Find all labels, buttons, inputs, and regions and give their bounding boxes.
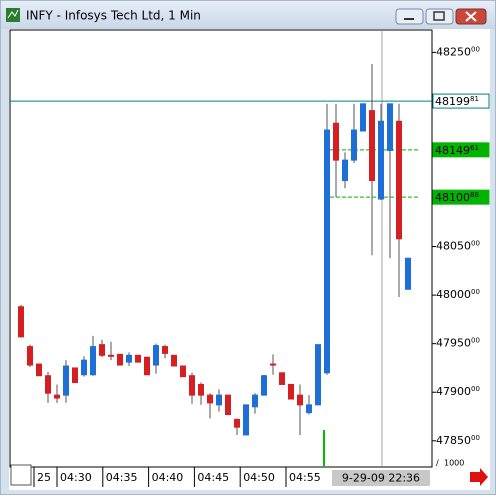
- candle-body: [270, 363, 276, 366]
- app-icon-glyph: [7, 9, 19, 19]
- scale-label: 1000: [444, 459, 464, 468]
- candle-body: [216, 394, 222, 406]
- candle-body: [288, 383, 294, 400]
- maximize-button[interactable]: [425, 8, 454, 25]
- candle-body: [324, 129, 330, 374]
- candle-body: [162, 346, 168, 354]
- x-tick-label: 04:55: [289, 471, 321, 484]
- x-tick-label: 25: [37, 471, 51, 484]
- x-tick-label: 04:35: [106, 471, 138, 484]
- corner-box: [10, 464, 32, 486]
- candle-body: [279, 372, 285, 385]
- maximize-glyph: [433, 11, 445, 21]
- y-tick-label: 4785000: [436, 434, 480, 447]
- candle-body: [234, 418, 240, 428]
- candle-body: [117, 353, 123, 366]
- candle-body: [243, 404, 249, 436]
- candle-body: [126, 354, 132, 363]
- candle-body: [90, 346, 96, 376]
- slash: /: [436, 459, 439, 468]
- candle-body: [261, 375, 267, 396]
- candle-body: [153, 345, 159, 366]
- candle-body: [171, 354, 177, 367]
- x-tick-label: 04:50: [243, 471, 275, 484]
- candle-body: [342, 159, 348, 182]
- candle-body: [54, 394, 60, 399]
- candle-body: [351, 129, 357, 161]
- candle-body: [252, 394, 258, 408]
- candle-body: [189, 375, 195, 396]
- candle-body: [378, 120, 384, 200]
- candle-body: [108, 354, 114, 357]
- app-icon: [6, 8, 20, 22]
- y-tick-label: 4795000: [436, 337, 480, 350]
- candle-body: [306, 404, 312, 414]
- candle-body: [297, 394, 303, 406]
- candle-body: [360, 103, 366, 132]
- candle-body: [369, 110, 375, 182]
- candle-body: [45, 375, 51, 394]
- minimize-button[interactable]: [395, 8, 424, 25]
- window-title: INFY - Infosys Tech Ltd, 1 Min: [26, 9, 201, 23]
- candle-body: [396, 120, 402, 240]
- scroll-arrow[interactable]: [470, 468, 488, 486]
- candle-body: [333, 122, 339, 161]
- candle-body: [27, 346, 33, 366]
- candle-body: [207, 394, 213, 404]
- price-level-box: [432, 93, 490, 109]
- price-level-box: [432, 189, 490, 205]
- candle-body: [315, 344, 321, 406]
- candle-body: [135, 354, 141, 363]
- candle-body: [225, 394, 231, 416]
- candle-body: [198, 383, 204, 396]
- candle-body: [72, 367, 78, 384]
- candle-body: [180, 365, 186, 378]
- x-tick-label: 04:40: [152, 471, 184, 484]
- candle-body: [99, 344, 105, 356]
- cursor-time-box: [332, 470, 430, 486]
- close-glyph: [465, 11, 477, 22]
- price-level-label: 4819981: [435, 95, 479, 108]
- candle-body: [36, 363, 42, 377]
- x-tick-label: 04:45: [197, 471, 229, 484]
- candle-body: [387, 103, 393, 151]
- candle-body: [144, 356, 150, 376]
- y-tick-label: 4805000: [436, 240, 480, 253]
- y-tick-label: 4825000: [436, 45, 480, 58]
- y-tick-label: 4790000: [436, 385, 480, 398]
- candle-body: [63, 365, 69, 396]
- price-level-label: 4810088: [435, 191, 479, 204]
- x-tick-label: 04:30: [60, 471, 92, 484]
- candle-body: [81, 359, 87, 376]
- chart-background: [9, 29, 490, 490]
- price-level-box: [432, 142, 490, 158]
- cursor-time: 9-29-09 22:36: [342, 472, 420, 485]
- candle-body: [18, 306, 24, 338]
- y-tick-label: 4800000: [436, 288, 480, 301]
- candle-body: [405, 257, 411, 290]
- price-level-label: 4814961: [435, 144, 479, 157]
